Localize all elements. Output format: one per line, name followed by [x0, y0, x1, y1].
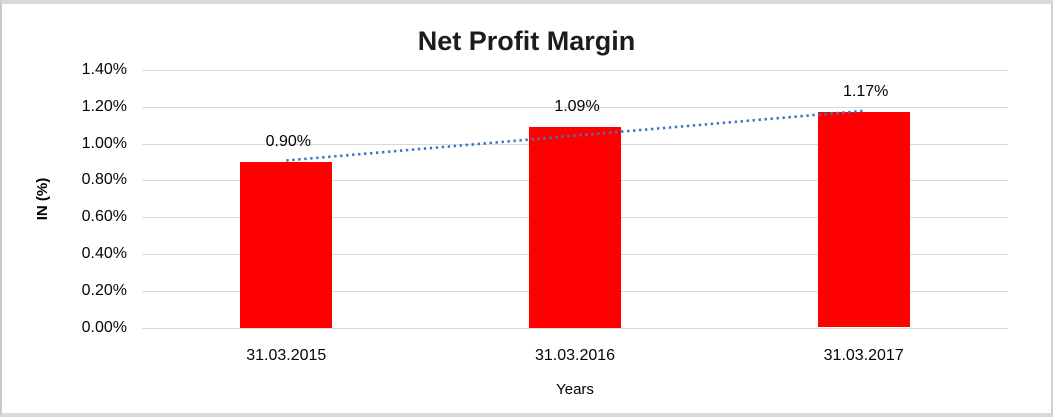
bar-31.03.2015: [240, 162, 333, 328]
gridline: [142, 327, 1008, 329]
y-tick-label: 0.60%: [81, 208, 127, 226]
y-tick-label: 1.20%: [81, 97, 127, 115]
x-tick-label: 31.03.2015: [246, 347, 327, 364]
bar-31.03.2016: [529, 127, 621, 328]
bar-data-label: 0.90%: [265, 133, 311, 150]
y-axis-title: IN (%): [34, 177, 51, 221]
chart-title: Net Profit Margin: [417, 26, 636, 56]
x-tick-label: 31.03.2017: [823, 347, 904, 364]
x-tick-label: 31.03.2016: [534, 347, 616, 364]
x-axis-title: Years: [556, 381, 594, 398]
bar-data-label: 1.17%: [843, 83, 889, 101]
y-tick-label: 1.00%: [81, 134, 127, 152]
y-tick-label: 1.40%: [81, 61, 127, 78]
y-tick-label: 0.40%: [81, 244, 127, 262]
trendline: [286, 109, 864, 162]
y-tick-label: 0.00%: [81, 318, 127, 336]
gridline: [142, 106, 1008, 108]
bar-31.03.2017: [817, 112, 910, 328]
bar-data-label: 1.09%: [554, 98, 600, 115]
y-tick-label: 0.80%: [81, 171, 127, 189]
y-tick-label: 0.20%: [81, 281, 127, 299]
gridline: [142, 70, 1008, 71]
